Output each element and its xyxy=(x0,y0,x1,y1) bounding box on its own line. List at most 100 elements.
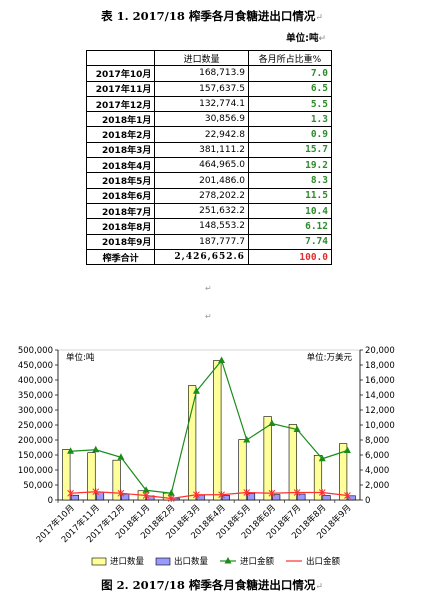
left-tick-label: 150,000 xyxy=(18,451,53,461)
export-value-point xyxy=(92,488,100,496)
import-value-point xyxy=(293,425,301,432)
import-cell: 168,713.9 xyxy=(154,65,249,82)
right-tick-label: 8,000 xyxy=(365,436,389,446)
import-bar xyxy=(313,455,323,501)
import-value-point xyxy=(192,387,200,394)
import-value-point xyxy=(318,454,326,462)
export-value-point xyxy=(167,495,175,502)
import-value-line xyxy=(70,359,348,494)
right-tick-label: 18,000 xyxy=(365,361,395,371)
import-cell: 251,632.2 xyxy=(154,202,249,220)
export-value-point xyxy=(243,489,251,496)
table-row: 2018年9月 187,777.7 7.74 xyxy=(85,233,333,250)
table-row: 2018年5月 201,486.0 8.3 xyxy=(85,172,333,189)
export-value-line xyxy=(70,491,348,500)
table-row: 2017年12月 132,774.1 5.5 xyxy=(85,95,333,113)
paragraph-mark: ↵ xyxy=(205,312,212,321)
import-cell: 464,965.0 xyxy=(154,157,249,174)
import-bar xyxy=(288,424,297,501)
table-caption: 表 1. 2017/18 榨季各月食糖进出口情况↵ xyxy=(101,9,323,23)
left-tick-label: 250,000 xyxy=(18,421,53,431)
import-table: 进口数量 各月所占比重% 2017年10月 168,713.9 7.0 2017年11… xyxy=(85,49,333,266)
export-bar xyxy=(322,495,331,501)
table-row: 2018年1月 30,856.9 1.3 xyxy=(85,111,333,128)
export-value-point xyxy=(117,489,125,497)
share-cell: 5.5 xyxy=(247,95,333,113)
table-unit-label: 单位:吨↵ xyxy=(286,33,326,44)
right-tick-label: 6,000 xyxy=(365,451,389,461)
table-row: 2017年11月 157,637.5 6.5 xyxy=(85,80,333,97)
right-tick-label: 0 xyxy=(365,496,370,506)
table-row: 2018年3月 381,111.2 15.7 xyxy=(85,141,333,159)
right-tick-label: 14,000 xyxy=(365,391,395,401)
left-tick-label: 450,000 xyxy=(18,361,53,371)
right-tick-label: 2,000 xyxy=(365,481,389,491)
import-export-chart: 0 50,000 100,000 150,000 200,000 250,000 300,0… xyxy=(18,346,395,567)
import-cell: 187,777.7 xyxy=(154,233,249,250)
table-row: 2018年2月 22,942.8 0.9 xyxy=(85,126,333,143)
table-row: 2018年4月 464,965.0 19.2 xyxy=(85,157,333,174)
import-value-point xyxy=(243,436,251,443)
legend-import-swatch xyxy=(91,557,107,566)
import-value-point xyxy=(167,489,175,496)
import-bar xyxy=(238,439,247,501)
export-bar xyxy=(272,494,281,501)
export-value-point xyxy=(193,491,200,499)
share-cell: 6.12 xyxy=(247,218,333,235)
share-cell: 8.3 xyxy=(247,172,333,189)
import-cell: 148,553.2 xyxy=(154,218,249,235)
table-header-row: 进口数量 各月所占比重% xyxy=(85,49,333,67)
legend-export-swatch xyxy=(155,557,171,566)
left-tick-label: 500,000 xyxy=(18,346,53,356)
import-bar xyxy=(87,452,96,501)
import-bar xyxy=(112,459,121,501)
export-bar xyxy=(297,493,306,501)
table-total-row: 榨季合计 2,426,652.6 100.0 xyxy=(85,248,333,266)
total-label-cell: 榨季合计 xyxy=(85,248,156,266)
header-import: 进口数量 xyxy=(154,49,249,67)
share-cell: 6.5 xyxy=(247,80,333,97)
import-value-point xyxy=(218,356,226,363)
month-cell: 2018年8月 xyxy=(85,218,156,235)
right-tick-label: 10,000 xyxy=(365,421,395,431)
share-cell: 10.4 xyxy=(247,202,333,220)
left-tick-label: 0 xyxy=(48,496,53,506)
legend-import-value-marker xyxy=(224,557,232,564)
right-tick-label: 16,000 xyxy=(365,376,395,386)
share-cell: 7.0 xyxy=(247,65,333,82)
import-value-point xyxy=(117,453,125,460)
import-cell: 22,942.8 xyxy=(154,126,249,143)
right-unit-label: 单位:万美元 xyxy=(307,352,353,363)
left-tick-label: 50,000 xyxy=(23,481,53,491)
share-cell: 7.74 xyxy=(247,233,333,250)
share-cell: 0.9 xyxy=(247,126,333,143)
import-value-point xyxy=(142,486,150,493)
month-cell: 2017年10月 xyxy=(85,65,156,82)
export-value-point xyxy=(318,489,326,496)
legend-import-label: 进口数量 xyxy=(110,556,145,567)
figure-caption: 图 2. 2017/18 榨季各月食糖进出口情况↵ xyxy=(101,578,323,592)
left-unit-label: 单位:吨 xyxy=(66,352,95,363)
share-cell: 15.7 xyxy=(247,141,333,159)
month-cell: 2018年3月 xyxy=(85,141,156,159)
import-cell: 278,202.2 xyxy=(154,187,249,204)
left-tick-label: 400,000 xyxy=(18,376,53,386)
export-bar xyxy=(70,494,79,501)
month-cell: 2018年9月 xyxy=(85,233,156,250)
month-cell: 2018年6月 xyxy=(85,187,156,204)
paragraph-mark: ↵ xyxy=(205,284,212,293)
import-cell: 381,111.2 xyxy=(154,141,249,159)
export-value-point xyxy=(218,491,225,499)
export-value-point xyxy=(293,489,301,496)
month-cell: 2018年5月 xyxy=(85,172,156,189)
table-row: 2018年6月 278,202.2 11.5 xyxy=(85,187,333,204)
right-tick-label: 4,000 xyxy=(365,466,389,476)
export-bar xyxy=(246,493,256,501)
table-row: 2018年8月 148,553.2 6.12 xyxy=(85,218,333,235)
import-bar xyxy=(339,443,348,501)
month-cell: 2018年4月 xyxy=(85,157,156,174)
import-value-point xyxy=(268,419,276,426)
export-value-point xyxy=(344,492,351,499)
import-bar xyxy=(62,449,71,501)
import-cell: 201,486.0 xyxy=(154,172,249,189)
